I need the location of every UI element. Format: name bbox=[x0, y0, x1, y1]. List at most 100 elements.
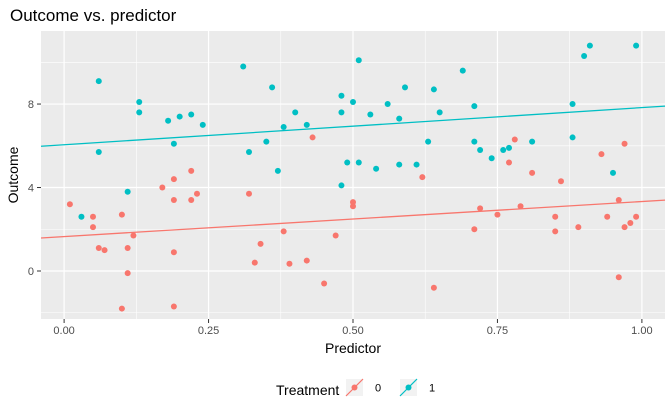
point-series-1 bbox=[338, 109, 344, 115]
point-series-1 bbox=[356, 57, 362, 63]
point-series-0 bbox=[622, 141, 628, 147]
point-series-0 bbox=[471, 226, 477, 232]
point-series-1 bbox=[171, 141, 177, 147]
point-series-0 bbox=[90, 214, 96, 220]
point-series-0 bbox=[622, 224, 628, 230]
point-series-0 bbox=[512, 137, 518, 143]
point-series-1 bbox=[177, 114, 183, 120]
point-series-0 bbox=[130, 233, 136, 239]
point-series-1 bbox=[344, 159, 350, 165]
point-series-1 bbox=[425, 139, 431, 145]
y-axis-title: Outcome bbox=[5, 146, 21, 203]
point-series-0 bbox=[627, 220, 633, 226]
legend-key-point-1 bbox=[406, 385, 412, 391]
point-series-0 bbox=[258, 241, 264, 247]
point-series-1 bbox=[581, 53, 587, 59]
point-series-0 bbox=[477, 205, 483, 211]
point-series-1 bbox=[506, 145, 512, 151]
point-series-1 bbox=[471, 139, 477, 145]
point-series-1 bbox=[489, 155, 495, 161]
point-series-0 bbox=[171, 176, 177, 182]
point-series-1 bbox=[414, 162, 420, 168]
point-series-1 bbox=[529, 139, 535, 145]
point-series-1 bbox=[136, 99, 142, 105]
point-series-0 bbox=[518, 203, 524, 209]
point-series-0 bbox=[125, 245, 131, 251]
point-series-0 bbox=[171, 197, 177, 203]
point-series-1 bbox=[477, 147, 483, 153]
point-series-1 bbox=[269, 84, 275, 90]
x-axis-ticks: 0.00 0.25 0.50 0.75 1.00 bbox=[53, 319, 652, 337]
point-series-0 bbox=[102, 247, 108, 253]
point-series-0 bbox=[616, 197, 622, 203]
point-series-1 bbox=[281, 124, 287, 130]
point-series-1 bbox=[338, 93, 344, 99]
point-series-1 bbox=[396, 162, 402, 168]
point-series-1 bbox=[396, 116, 402, 122]
point-series-0 bbox=[90, 224, 96, 230]
point-series-1 bbox=[96, 149, 102, 155]
y-tick-label: 0 bbox=[28, 266, 34, 278]
x-tick-label: 0.25 bbox=[198, 325, 219, 337]
point-series-0 bbox=[598, 151, 604, 157]
point-series-1 bbox=[633, 43, 639, 49]
y-tick-label: 4 bbox=[28, 183, 34, 195]
point-series-0 bbox=[171, 249, 177, 255]
y-axis-ticks: 0 4 8 bbox=[28, 99, 41, 278]
legend: Treatment 0 1 bbox=[276, 379, 435, 398]
point-series-0 bbox=[67, 201, 73, 207]
point-series-1 bbox=[437, 109, 443, 115]
point-series-1 bbox=[500, 147, 506, 153]
point-series-0 bbox=[506, 159, 512, 165]
point-series-0 bbox=[333, 233, 339, 239]
x-tick-label: 0.75 bbox=[487, 325, 508, 337]
point-series-0 bbox=[246, 191, 252, 197]
point-series-0 bbox=[119, 306, 125, 312]
point-series-1 bbox=[373, 166, 379, 172]
point-series-0 bbox=[494, 212, 500, 218]
point-series-0 bbox=[119, 212, 125, 218]
point-series-1 bbox=[385, 101, 391, 107]
point-series-1 bbox=[460, 68, 466, 74]
point-series-1 bbox=[200, 122, 206, 128]
point-series-1 bbox=[570, 134, 576, 140]
point-series-0 bbox=[616, 274, 622, 280]
point-series-1 bbox=[136, 109, 142, 115]
point-series-1 bbox=[292, 109, 298, 115]
x-tick-label: 0.50 bbox=[342, 325, 363, 337]
point-series-0 bbox=[159, 185, 165, 191]
point-series-1 bbox=[356, 159, 362, 165]
point-series-1 bbox=[350, 99, 356, 105]
point-series-0 bbox=[558, 178, 564, 184]
point-series-0 bbox=[188, 168, 194, 174]
legend-key-point-0 bbox=[352, 385, 358, 391]
point-series-1 bbox=[96, 78, 102, 84]
point-series-1 bbox=[188, 111, 194, 117]
point-series-0 bbox=[252, 260, 258, 266]
point-series-1 bbox=[275, 168, 281, 174]
point-series-0 bbox=[552, 214, 558, 220]
x-tick-label: 1.00 bbox=[631, 325, 652, 337]
point-series-0 bbox=[529, 170, 535, 176]
point-series-1 bbox=[263, 139, 269, 145]
y-tick-label: 8 bbox=[28, 99, 34, 111]
x-axis-title: Predictor bbox=[325, 340, 381, 356]
point-series-1 bbox=[165, 118, 171, 124]
point-series-0 bbox=[431, 285, 437, 291]
point-series-0 bbox=[125, 270, 131, 276]
legend-title: Treatment bbox=[276, 382, 339, 398]
point-series-0 bbox=[96, 245, 102, 251]
point-series-1 bbox=[570, 101, 576, 107]
point-series-0 bbox=[194, 191, 200, 197]
x-tick-label: 0.00 bbox=[53, 325, 74, 337]
point-series-0 bbox=[350, 203, 356, 209]
point-series-0 bbox=[633, 214, 639, 220]
point-series-0 bbox=[188, 197, 194, 203]
point-series-1 bbox=[304, 122, 310, 128]
point-series-0 bbox=[321, 281, 327, 287]
point-series-0 bbox=[171, 303, 177, 309]
point-series-1 bbox=[125, 189, 131, 195]
point-series-0 bbox=[419, 174, 425, 180]
point-series-0 bbox=[575, 224, 581, 230]
